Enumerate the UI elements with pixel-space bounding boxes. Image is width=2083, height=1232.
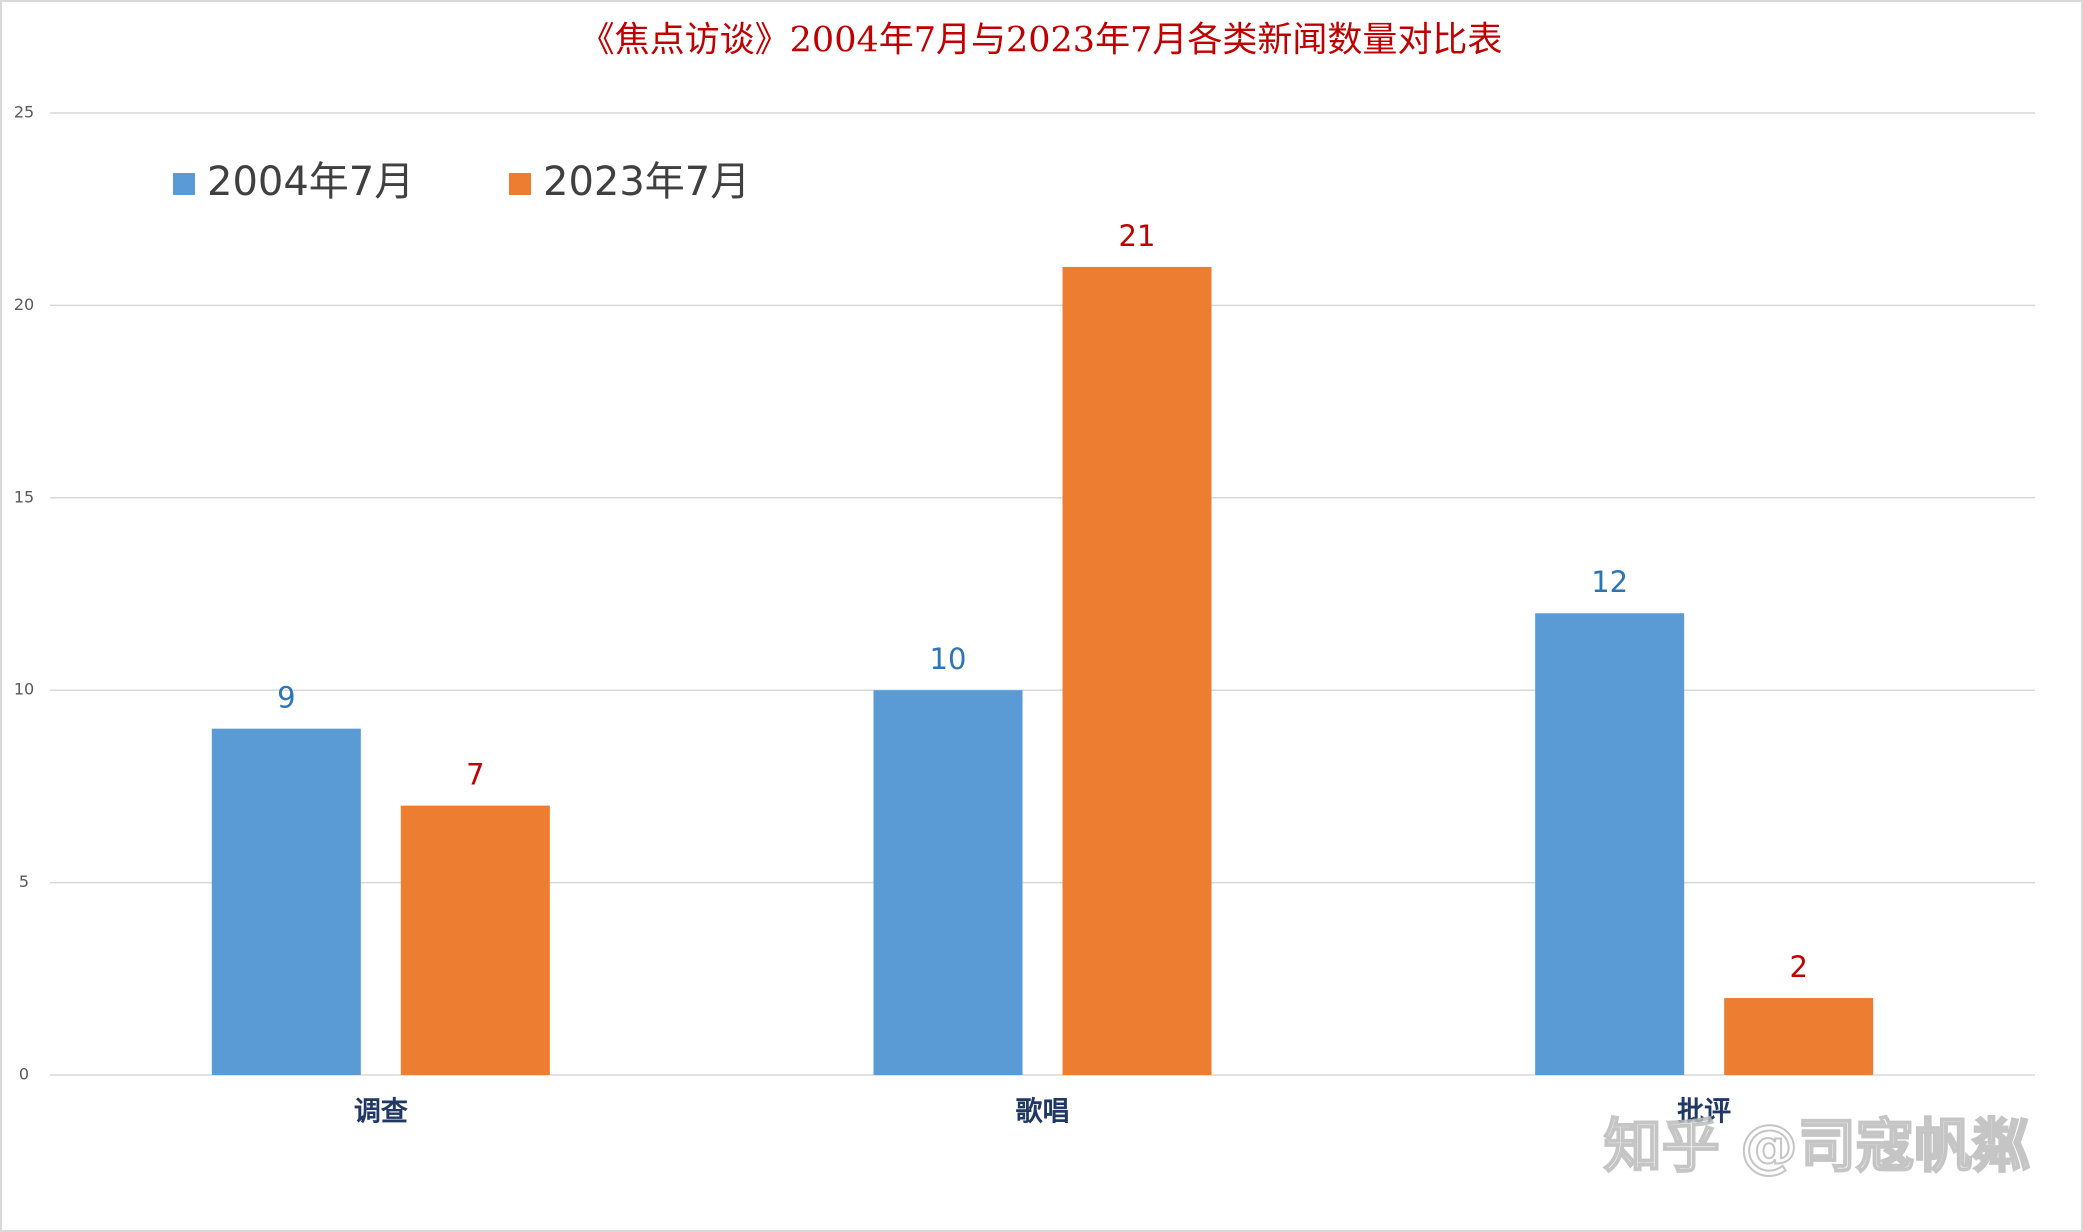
data-label: 9 xyxy=(277,681,295,715)
legend-swatch xyxy=(509,173,531,195)
bar xyxy=(211,728,361,1075)
y-tick-label: 20 xyxy=(14,295,34,314)
bar xyxy=(873,690,1023,1075)
chart-title: 《焦点访谈》2004年7月与2023年7月各类新闻数量对比表 xyxy=(580,21,1503,61)
x-tick-label: 调查 xyxy=(354,1097,408,1128)
y-tick-label: 10 xyxy=(14,680,34,699)
x-tick-label: 歌唱 xyxy=(1016,1097,1070,1128)
legend-label: 2023年7月 xyxy=(543,159,750,205)
y-tick-label: 5 xyxy=(19,872,29,891)
x-tick-label: 批评 xyxy=(1677,1097,1731,1128)
data-label: 10 xyxy=(930,642,967,676)
data-label: 21 xyxy=(1119,219,1156,253)
bar xyxy=(400,805,550,1075)
data-label: 7 xyxy=(466,758,484,792)
legend-swatch xyxy=(173,173,195,195)
watermark: 知乎 @司寇帆粼 xyxy=(1604,1112,2030,1180)
bar xyxy=(1062,266,1212,1075)
y-tick-label: 25 xyxy=(14,103,34,122)
data-label: 2 xyxy=(1789,950,1807,984)
legend-label: 2004年7月 xyxy=(207,159,414,205)
bar xyxy=(1535,613,1685,1075)
bar xyxy=(1724,998,1874,1075)
data-label: 12 xyxy=(1591,565,1628,599)
y-tick-label: 15 xyxy=(14,487,34,506)
y-tick-label: 0 xyxy=(19,1065,29,1084)
